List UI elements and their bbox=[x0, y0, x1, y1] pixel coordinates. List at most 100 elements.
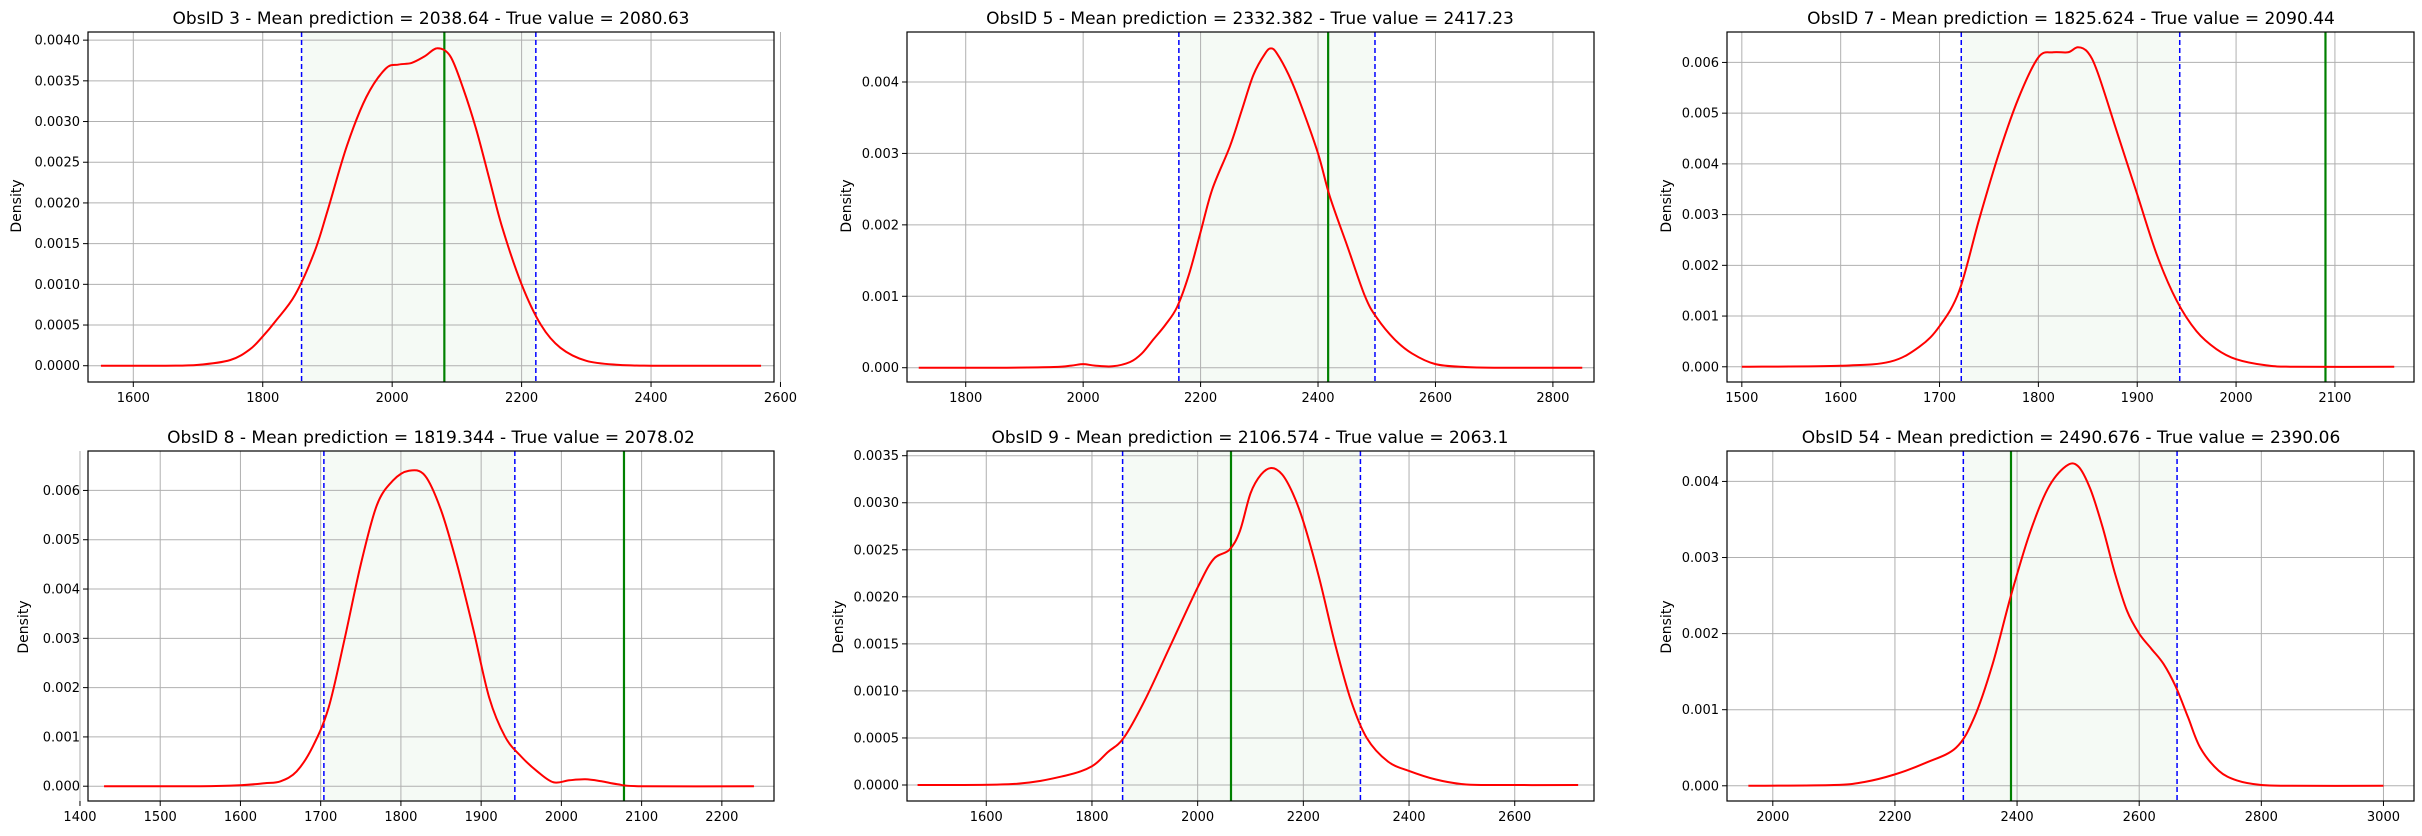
y-tick-label: 0.0030 bbox=[35, 115, 81, 130]
x-tick-label: 1800 bbox=[1075, 810, 1108, 825]
y-tick-label: 0.001 bbox=[43, 730, 80, 745]
x-tick-label: 2000 bbox=[1181, 810, 1214, 825]
y-tick-label: 0.0015 bbox=[854, 637, 900, 652]
subplot-obsid-3: ObsID 3 - Mean prediction = 2038.64 - Tr… bbox=[9, 9, 797, 406]
y-tick-label: 0.0025 bbox=[854, 543, 900, 558]
y-tick-label: 0.001 bbox=[862, 290, 899, 305]
x-tick-label: 1800 bbox=[2022, 391, 2055, 406]
x-tick-label: 2800 bbox=[1536, 391, 1569, 406]
subplot-obsid-5: ObsID 5 - Mean prediction = 2332.382 - T… bbox=[839, 9, 1595, 406]
y-tick-label: 0.005 bbox=[1682, 107, 1719, 122]
subplot-obsid-54: ObsID 54 - Mean prediction = 2490.676 - … bbox=[1659, 428, 2415, 825]
y-tick-label: 0.003 bbox=[43, 632, 80, 647]
x-tick-label: 1900 bbox=[465, 810, 498, 825]
plot-frame bbox=[87, 31, 775, 383]
interval-band bbox=[1122, 451, 1361, 801]
subplot-title: ObsID 8 - Mean prediction = 1819.344 - T… bbox=[167, 428, 695, 448]
x-tick-label: 1600 bbox=[1824, 391, 1857, 406]
y-tick-label: 0.003 bbox=[1682, 208, 1719, 223]
y-tick-label: 0.002 bbox=[862, 218, 899, 233]
y-tick-label: 0.0020 bbox=[35, 196, 81, 211]
x-tick-label: 1800 bbox=[949, 391, 982, 406]
y-tick-label: 0.0000 bbox=[854, 779, 900, 794]
x-tick-label: 2100 bbox=[2318, 391, 2351, 406]
x-tick-label: 2600 bbox=[2123, 810, 2156, 825]
x-tick-label: 1500 bbox=[1725, 391, 1758, 406]
plot-frame bbox=[1726, 450, 2415, 802]
y-tick-label: 0.003 bbox=[862, 147, 899, 162]
density-curve bbox=[918, 47, 1583, 369]
y-tick-label: 0.000 bbox=[862, 361, 899, 376]
y-tick-label: 0.0030 bbox=[854, 496, 900, 511]
y-tick-label: 0.002 bbox=[1682, 259, 1719, 274]
x-tick-label: 2400 bbox=[1301, 391, 1334, 406]
x-tick-label: 2000 bbox=[545, 810, 578, 825]
plot-frame bbox=[906, 31, 1595, 383]
interval-band bbox=[1961, 32, 2180, 382]
y-axis-label: Density bbox=[1659, 179, 1675, 232]
x-tick-label: 2600 bbox=[764, 391, 797, 406]
y-tick-label: 0.000 bbox=[1682, 779, 1719, 794]
density-curve bbox=[104, 469, 754, 788]
y-tick-label: 0.004 bbox=[1682, 157, 1719, 172]
y-tick-label: 0.001 bbox=[1682, 310, 1719, 325]
x-tick-label: 2200 bbox=[505, 391, 538, 406]
y-tick-label: 0.0040 bbox=[35, 34, 81, 49]
subplot-title: ObsID 9 - Mean prediction = 2106.574 - T… bbox=[992, 428, 1509, 448]
y-tick-label: 0.006 bbox=[43, 484, 80, 499]
subplot-title: ObsID 5 - Mean prediction = 2332.382 - T… bbox=[986, 9, 1514, 29]
x-tick-label: 2000 bbox=[1067, 391, 1100, 406]
y-tick-label: 0.0020 bbox=[854, 590, 900, 605]
density-curve bbox=[100, 47, 762, 367]
y-tick-label: 0.002 bbox=[43, 681, 80, 696]
y-axis-label: Density bbox=[16, 600, 32, 653]
y-tick-label: 0.006 bbox=[1682, 56, 1719, 71]
density-curve bbox=[1748, 462, 2384, 787]
subplot-obsid-8: ObsID 8 - Mean prediction = 1819.344 - T… bbox=[16, 428, 775, 825]
interval-band bbox=[301, 32, 536, 382]
y-tick-label: 0.004 bbox=[862, 76, 899, 91]
y-tick-label: 0.004 bbox=[43, 583, 80, 598]
x-tick-label: 1400 bbox=[63, 810, 96, 825]
x-tick-label: 1700 bbox=[304, 810, 337, 825]
y-tick-label: 0.005 bbox=[43, 533, 80, 548]
density-curve bbox=[1741, 46, 2395, 368]
subplot-title: ObsID 7 - Mean prediction = 1825.624 - T… bbox=[1807, 9, 2335, 29]
subplot-obsid-9: ObsID 9 - Mean prediction = 2106.574 - T… bbox=[831, 428, 1595, 825]
x-tick-label: 1800 bbox=[246, 391, 279, 406]
x-tick-label: 2200 bbox=[1287, 810, 1320, 825]
subplot-title: ObsID 3 - Mean prediction = 2038.64 - Tr… bbox=[173, 9, 690, 29]
y-axis-label: Density bbox=[831, 600, 847, 653]
y-axis-label: Density bbox=[1659, 600, 1675, 653]
y-tick-label: 0.0035 bbox=[854, 449, 900, 464]
y-tick-label: 0.000 bbox=[43, 780, 80, 795]
y-tick-label: 0.002 bbox=[1682, 627, 1719, 642]
plot-frame bbox=[1726, 31, 2415, 383]
y-tick-label: 0.0005 bbox=[854, 731, 900, 746]
y-tick-label: 0.004 bbox=[1682, 475, 1719, 490]
x-tick-label: 2000 bbox=[376, 391, 409, 406]
y-tick-label: 0.000 bbox=[1682, 360, 1719, 375]
x-tick-label: 2200 bbox=[1878, 810, 1911, 825]
density-curve bbox=[917, 466, 1579, 787]
y-tick-label: 0.0005 bbox=[35, 319, 81, 334]
x-tick-label: 1700 bbox=[1923, 391, 1956, 406]
interval-band bbox=[1963, 451, 2178, 801]
x-tick-label: 3000 bbox=[2367, 810, 2400, 825]
x-tick-label: 2400 bbox=[2001, 810, 2034, 825]
y-tick-label: 0.0035 bbox=[35, 74, 81, 89]
subplot-title: ObsID 54 - Mean prediction = 2490.676 - … bbox=[1802, 428, 2341, 448]
y-tick-label: 0.003 bbox=[1682, 551, 1719, 566]
x-tick-label: 1600 bbox=[970, 810, 1003, 825]
x-tick-label: 2400 bbox=[634, 391, 667, 406]
interval-band bbox=[1178, 32, 1375, 382]
plot-frame bbox=[87, 450, 775, 802]
x-tick-label: 2000 bbox=[1756, 810, 1789, 825]
x-tick-label: 2600 bbox=[1498, 810, 1531, 825]
plot-frame bbox=[906, 450, 1595, 802]
x-tick-label: 2100 bbox=[625, 810, 658, 825]
y-tick-label: 0.0010 bbox=[35, 278, 81, 293]
subplot-obsid-7: ObsID 7 - Mean prediction = 1825.624 - T… bbox=[1659, 9, 2415, 406]
